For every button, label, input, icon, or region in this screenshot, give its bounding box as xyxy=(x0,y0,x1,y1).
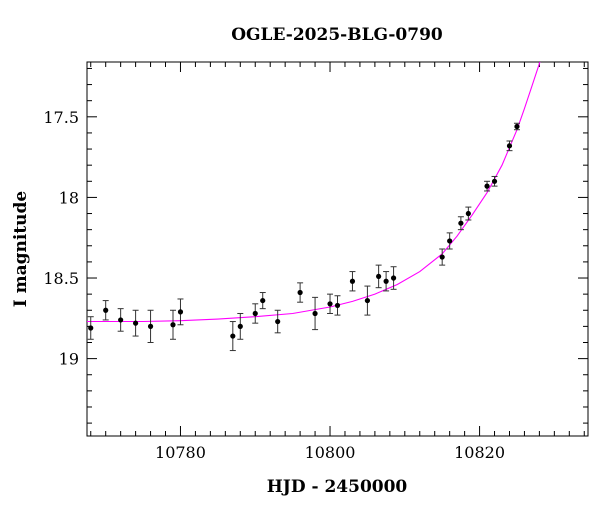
point-marker xyxy=(312,310,318,317)
data-point xyxy=(383,271,390,292)
point-marker xyxy=(252,310,258,317)
data-point xyxy=(297,282,304,303)
point-marker xyxy=(439,254,445,260)
point-marker xyxy=(364,297,371,304)
y-tick-label: 18 xyxy=(59,188,79,207)
point-marker xyxy=(177,309,184,315)
x-tick-label: 10820 xyxy=(454,443,505,462)
data-point xyxy=(102,300,109,321)
point-marker xyxy=(484,183,490,189)
data-point xyxy=(506,140,513,152)
data-point xyxy=(349,271,356,292)
point-marker xyxy=(170,322,176,328)
data-point xyxy=(465,206,472,221)
point-marker xyxy=(118,317,124,323)
fit-model xyxy=(87,62,541,323)
data-point xyxy=(446,232,453,250)
data-point xyxy=(491,175,498,187)
point-marker xyxy=(260,297,266,304)
data-point xyxy=(484,180,491,192)
point-marker xyxy=(103,307,109,313)
point-marker xyxy=(334,302,341,309)
y-axis-label: I magnitude xyxy=(11,191,31,308)
axis-ticks: 10780 10800 10820 17.5 18 18.5 19 xyxy=(43,62,588,462)
fit-curve xyxy=(87,62,541,323)
point-marker xyxy=(147,323,154,329)
data-point xyxy=(274,309,281,334)
point-marker xyxy=(88,325,94,331)
point-marker xyxy=(237,323,243,329)
y-tick-label: 17.5 xyxy=(43,108,79,127)
data-point xyxy=(375,264,382,289)
point-marker xyxy=(514,123,520,130)
x-axis-label: HJD - 2450000 xyxy=(267,477,408,497)
data-point xyxy=(259,292,266,310)
data-point xyxy=(177,298,184,326)
y-tick-label: 19 xyxy=(59,350,79,369)
point-marker xyxy=(506,143,513,149)
data-point xyxy=(334,295,341,316)
data-point xyxy=(237,312,244,340)
point-marker xyxy=(376,273,382,280)
data-point xyxy=(87,316,94,340)
point-marker xyxy=(230,333,236,339)
point-marker xyxy=(275,318,281,325)
y-tick-label: 18.5 xyxy=(43,269,79,288)
plot-frame xyxy=(86,61,589,437)
data-point xyxy=(513,122,520,131)
data-point xyxy=(132,309,139,337)
data-point xyxy=(439,248,446,266)
data-point xyxy=(229,321,236,352)
data-points xyxy=(87,122,520,352)
chart-title: OGLE-2025-BLG-0790 xyxy=(231,25,443,45)
x-tick-label: 10780 xyxy=(155,443,206,462)
data-point xyxy=(252,303,259,324)
point-marker xyxy=(349,278,356,284)
point-marker xyxy=(327,301,333,307)
point-marker xyxy=(458,220,464,226)
data-point xyxy=(390,266,397,290)
data-point xyxy=(364,285,371,316)
data-point xyxy=(312,296,319,331)
data-point xyxy=(327,293,334,314)
point-marker xyxy=(390,275,397,281)
plot-area: 10780 10800 10820 17.5 18 18.5 19 xyxy=(43,61,589,462)
point-marker xyxy=(491,178,498,184)
data-point xyxy=(457,216,464,231)
point-marker xyxy=(465,210,471,217)
point-marker xyxy=(383,278,389,284)
point-marker xyxy=(133,320,139,326)
data-point xyxy=(147,309,154,343)
data-point xyxy=(117,308,124,332)
point-marker xyxy=(297,289,303,296)
data-point xyxy=(169,309,176,340)
point-marker xyxy=(447,238,453,244)
x-tick-label: 10800 xyxy=(305,443,356,462)
